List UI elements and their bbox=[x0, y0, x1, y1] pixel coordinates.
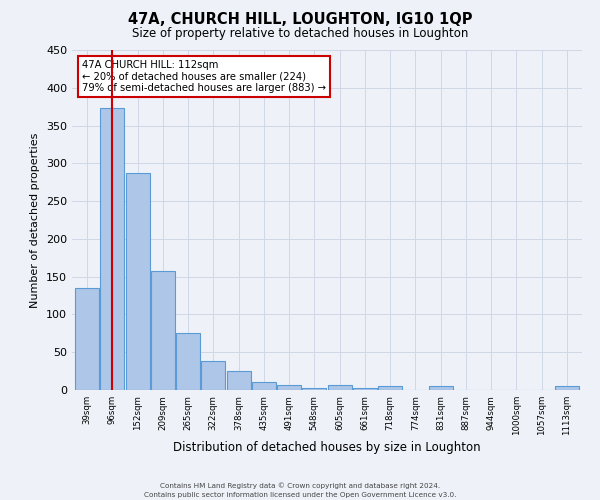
Text: Contains public sector information licensed under the Open Government Licence v3: Contains public sector information licen… bbox=[144, 492, 456, 498]
Bar bbox=[75, 288, 99, 390]
Text: Contains HM Land Registry data © Crown copyright and database right 2024.: Contains HM Land Registry data © Crown c… bbox=[160, 482, 440, 489]
Y-axis label: Number of detached properties: Number of detached properties bbox=[31, 132, 40, 308]
X-axis label: Distribution of detached houses by size in Loughton: Distribution of detached houses by size … bbox=[173, 441, 481, 454]
Bar bbox=[302, 388, 326, 390]
Bar bbox=[100, 108, 124, 390]
Bar bbox=[227, 371, 251, 390]
Bar bbox=[125, 173, 149, 390]
Bar bbox=[252, 382, 276, 390]
Bar bbox=[353, 388, 377, 390]
Text: 47A CHURCH HILL: 112sqm
← 20% of detached houses are smaller (224)
79% of semi-d: 47A CHURCH HILL: 112sqm ← 20% of detache… bbox=[82, 60, 326, 94]
Text: 47A, CHURCH HILL, LOUGHTON, IG10 1QP: 47A, CHURCH HILL, LOUGHTON, IG10 1QP bbox=[128, 12, 472, 28]
Text: Size of property relative to detached houses in Loughton: Size of property relative to detached ho… bbox=[132, 28, 468, 40]
Bar bbox=[378, 386, 402, 390]
Bar bbox=[176, 334, 200, 390]
Bar bbox=[151, 272, 175, 390]
Bar bbox=[555, 386, 579, 390]
Bar bbox=[202, 362, 226, 390]
Bar bbox=[428, 386, 452, 390]
Bar bbox=[277, 384, 301, 390]
Bar bbox=[328, 384, 352, 390]
